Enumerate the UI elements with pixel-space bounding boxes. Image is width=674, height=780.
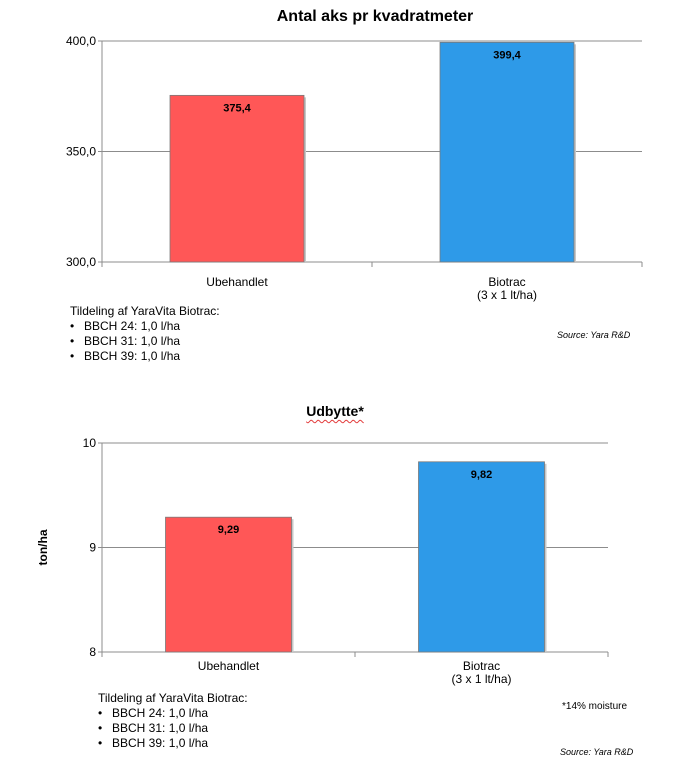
notes-item: BBCH 24: 1,0 l/ha (98, 706, 248, 721)
x-tick-label-line: Ubehandlet (206, 275, 268, 289)
notes-item: BBCH 24: 1,0 l/ha (70, 319, 220, 334)
bar-biotrac (418, 461, 545, 653)
notes-list: BBCH 24: 1,0 l/ha BBCH 31: 1,0 l/ha BBCH… (70, 319, 220, 364)
notes-item: BBCH 31: 1,0 l/ha (70, 334, 220, 349)
y-tick-label: 10 (83, 436, 97, 450)
chart1-plot: 300,0 350,0 400,0 375,4 Ubehandlet 399,4 Biotr… (66, 34, 643, 302)
chart2-source: Source: Yara R&D (560, 747, 634, 757)
bar-ubehandlet (169, 94, 305, 263)
x-tick-label-line: (3 x 1 lt/ha) (477, 288, 537, 302)
notes-heading: Tildeling af YaraVita Biotrac: (98, 691, 248, 705)
y-tick-label: 350,0 (66, 145, 96, 159)
x-tick-label-line: Biotrac (463, 659, 500, 673)
x-tick-label-line: Ubehandlet (198, 659, 260, 673)
data-label: 375,4 (223, 102, 251, 114)
x-tick-label: Ubehandlet (206, 275, 268, 289)
notes-list: BBCH 24: 1,0 l/ha BBCH 31: 1,0 l/ha BBCH… (98, 706, 248, 751)
notes-heading: Tildeling af YaraVita Biotrac: (70, 304, 220, 318)
x-tick-label: Ubehandlet (198, 659, 260, 673)
y-axis-label: ton/ha (36, 529, 50, 565)
bar-ubehandlet (165, 516, 292, 653)
moisture-footnote: *14% moisture (562, 701, 628, 712)
x-tick-label: Biotrac (3 x 1 lt/ha) (451, 659, 511, 686)
y-tick-label: 8 (89, 645, 96, 659)
bar-biotrac (439, 41, 575, 263)
notes-item: BBCH 39: 1,0 l/ha (98, 736, 248, 751)
x-tick-label: Biotrac (3 x 1 lt/ha) (477, 275, 537, 302)
chart1-title: Antal aks pr kvadratmeter (276, 8, 474, 25)
notes-item: BBCH 31: 1,0 l/ha (98, 721, 248, 736)
y-tick-label: 300,0 (66, 255, 96, 269)
chart2-title: Udbytte* (210, 403, 460, 419)
chart2-title-text: Udbytte* (306, 403, 364, 419)
chart2-notes: Tildeling af YaraVita Biotrac: BBCH 24: … (98, 691, 248, 751)
chart1-source: Source: Yara R&D (557, 330, 631, 340)
x-tick-label-line: Biotrac (488, 275, 525, 289)
data-label: 9,29 (218, 524, 239, 536)
data-label: 9,82 (471, 469, 492, 481)
y-tick-label: 400,0 (66, 34, 96, 48)
notes-item: BBCH 39: 1,0 l/ha (70, 349, 220, 364)
data-label: 399,4 (493, 49, 521, 61)
chart1-notes: Tildeling af YaraVita Biotrac: BBCH 24: … (70, 304, 220, 364)
y-tick-label: 9 (89, 541, 96, 555)
chart2-plot: 8 9 10 9,29 Ubehandlet 9,82 Biotrac (3 x 1 lt/h… (36, 436, 609, 686)
x-tick-label-line: (3 x 1 lt/ha) (451, 672, 511, 686)
